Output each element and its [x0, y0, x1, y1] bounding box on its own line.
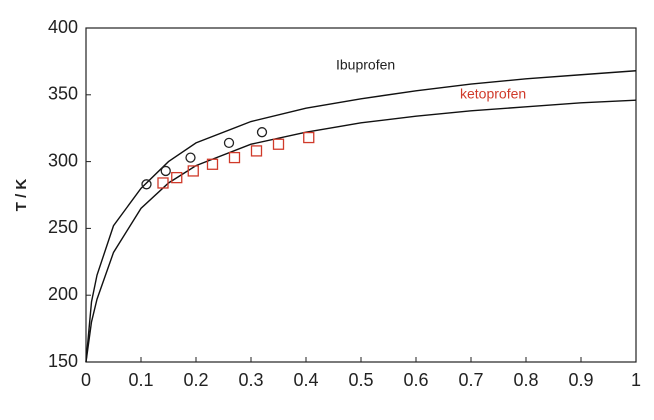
circle-point [185, 152, 196, 163]
x-tick-label: 0.8 [513, 370, 538, 390]
y-tick-label: 350 [48, 84, 78, 104]
y-tick-label: 200 [48, 284, 78, 304]
square-point [228, 151, 241, 164]
circle-point [160, 165, 171, 177]
y-tick-label: 150 [48, 351, 78, 371]
x-tick-label: 0.3 [238, 370, 263, 390]
square-point [171, 171, 183, 184]
annotation: Ibuprofen [336, 57, 395, 73]
square-point [187, 165, 199, 177]
square-point [157, 177, 169, 189]
x-tick-label: 0.4 [293, 370, 318, 390]
plot-frame [85, 27, 637, 363]
annotation: ketoprofen [460, 86, 526, 102]
y-axis-label: T / K [13, 179, 30, 212]
x-tick-label: 0.9 [568, 370, 593, 390]
x-tick-label: 0.2 [183, 370, 208, 390]
curve [85, 70, 637, 363]
x-tick-label: 0.1 [128, 370, 153, 390]
curve [85, 99, 637, 363]
square-point [272, 138, 285, 150]
y-tick-label: 250 [48, 217, 78, 237]
x-tick-label: 0 [81, 370, 91, 390]
y-tick-label: 400 [48, 17, 78, 37]
square-point [206, 158, 219, 170]
x-tick-label: 0.7 [458, 370, 483, 390]
square-point [303, 131, 315, 144]
circle-point [256, 127, 268, 138]
y-tick-label: 300 [48, 150, 78, 170]
circle-point [141, 179, 152, 190]
circle-point [223, 137, 235, 149]
x-tick-label: 1 [631, 370, 641, 390]
x-tick-label: 0.6 [403, 370, 428, 390]
square-point [250, 145, 263, 157]
x-tick-label: 0.5 [348, 370, 373, 390]
